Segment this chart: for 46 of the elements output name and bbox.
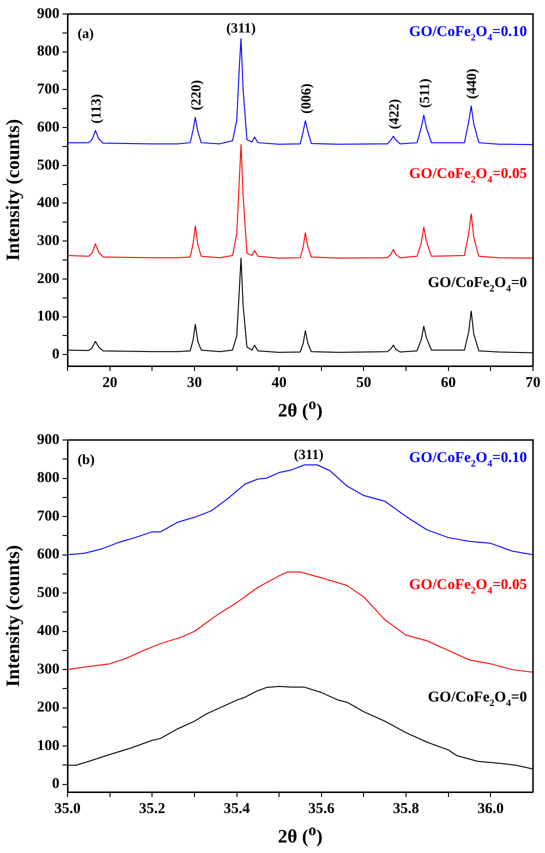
x-tick-label: 36.0	[478, 800, 504, 817]
annotation: (511)	[418, 78, 433, 108]
x-tick-label: 40	[272, 374, 287, 391]
x-tick-label: 70	[526, 374, 540, 391]
x-tick-label: 35.8	[392, 800, 420, 817]
x-tick-label: 60	[440, 374, 456, 391]
y-tick-label: 500	[37, 157, 60, 174]
annotation: (006)	[299, 83, 314, 114]
y-tick-label: 400	[37, 195, 60, 212]
y-tick-label: 500	[37, 584, 60, 601]
y-tick-label: 600	[37, 546, 60, 563]
y-tick-label: 700	[37, 82, 60, 98]
x-tick-label: 35.4	[224, 800, 250, 817]
y-tick-label: 100	[37, 738, 60, 754]
y-tick-label: 400	[37, 623, 60, 640]
y-tick-label: 600	[37, 119, 60, 136]
x-axis-title: 2θ ($^{o}$)	[278, 396, 323, 422]
y-axis-title: Intensity (counts)	[2, 119, 25, 261]
x-tick-label: 30	[186, 374, 202, 391]
x-tick-label: 50	[356, 374, 372, 391]
annotation: (422)	[387, 98, 402, 130]
annotation: (113)	[89, 94, 104, 124]
x-axis-title: 2θ ($^{o}$)	[278, 822, 323, 848]
y-tick-label: 700	[37, 508, 60, 524]
x-tick-label: 35.0	[54, 800, 81, 817]
y-axis-title: Intensity (counts)	[2, 545, 25, 687]
y-tick-label: 300	[37, 661, 60, 678]
y-tick-label: 300	[37, 232, 60, 249]
x-tick-label: 35.2	[139, 800, 166, 817]
annotation: (b)	[78, 453, 95, 468]
y-tick-label: 800	[37, 470, 60, 486]
annotation: (440)	[465, 68, 480, 99]
y-tick-label: 0	[52, 346, 60, 363]
annotation: (a)	[78, 27, 94, 42]
y-tick-label: 900	[37, 6, 60, 22]
annotation: (311)	[294, 448, 324, 463]
y-tick-label: 800	[37, 44, 60, 60]
annotation: (220)	[189, 80, 204, 110]
y-tick-label: 200	[37, 700, 60, 716]
annotation: (311)	[226, 22, 256, 37]
x-tick-label: 35.6	[308, 800, 336, 817]
y-tick-label: 900	[37, 432, 60, 448]
y-tick-label: 100	[37, 308, 60, 325]
x-tick-label: 20	[102, 374, 118, 391]
y-tick-label: 0	[52, 776, 60, 792]
y-tick-label: 200	[37, 270, 60, 287]
